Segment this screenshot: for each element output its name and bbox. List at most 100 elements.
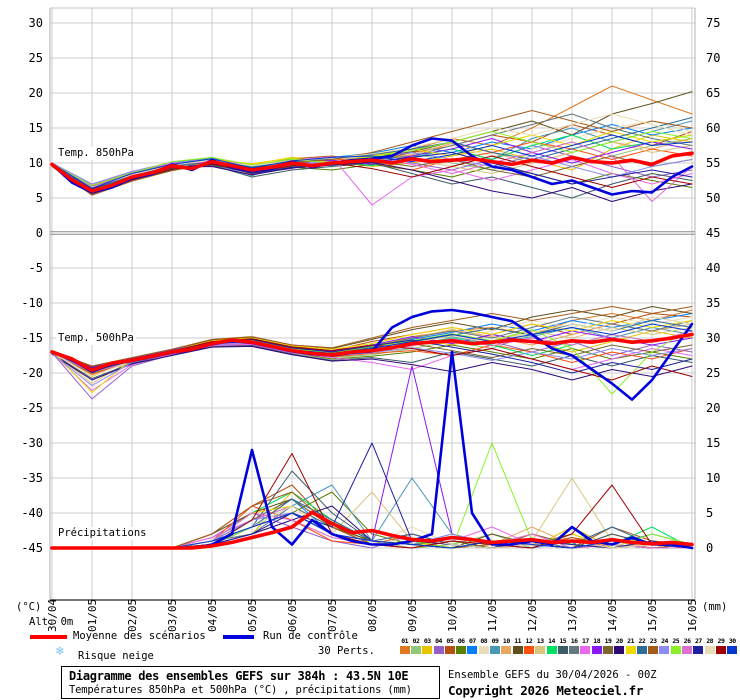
ensemble-mean-line [50,332,694,373]
ensemble-mean-line [50,510,694,550]
chart-info-box: Diagramme des ensembles GEFS sur 384h : … [61,666,440,699]
pert-color-swatch [648,646,659,654]
pert-number: 18 [593,637,601,645]
svg-text:13/05: 13/05 [566,599,579,632]
svg-text:12/05: 12/05 [526,599,539,632]
pert-color-swatch [614,646,625,654]
svg-text:65: 65 [706,86,720,100]
pert-legend-cell: 21 [625,637,636,654]
altitude-label: Alt. 0m [29,616,74,628]
svg-text:70: 70 [706,51,720,65]
svg-text:01/05: 01/05 [86,599,99,632]
pert-number: 11 [514,637,522,645]
panel-label-precipitations: Précipitations [56,527,149,540]
pert-number: 26 [683,637,691,645]
member-line-25 [51,131,693,186]
member-line-23 [51,110,693,196]
svg-text:10: 10 [29,156,43,170]
svg-text:55: 55 [706,156,720,170]
pert-color-swatch [410,646,421,654]
pert-legend-cell: 12 [523,637,534,654]
pert-number: 22 [638,637,646,645]
pert-color-swatch [456,646,467,654]
pert-color-swatch [715,646,726,654]
svg-text:04/05: 04/05 [206,599,219,632]
pert-legend-cell: 04 [433,637,444,654]
pert-color-swatch [512,646,523,654]
pert-color-swatch [625,646,636,654]
svg-text:05/05: 05/05 [246,599,259,632]
member-line-20 [51,345,693,381]
ensemble-mean-line [50,151,694,193]
pert-color-swatch [444,646,455,654]
pert-number: 06 [457,637,465,645]
pert-legend-cell: 14 [546,637,557,654]
member-line-23 [51,306,693,367]
member-line-30 [51,134,693,189]
svg-text:5: 5 [706,506,713,520]
pert-legend-cell: 09 [489,637,501,654]
svg-text:50: 50 [706,191,720,205]
svg-text:30/04: 30/04 [46,599,59,632]
pert-number: 09 [491,637,499,645]
svg-text:03/05: 03/05 [166,599,179,632]
pert-number: 19 [604,637,612,645]
member-line-28 [51,113,693,188]
pert-number: 24 [661,637,668,645]
perturbations-count-label: 30 Perts. [318,645,375,657]
svg-text:11/05: 11/05 [486,599,499,632]
svg-text:25: 25 [29,51,43,65]
pert-color-swatch [478,646,489,654]
pert-color-swatch [433,646,444,654]
pert-number: 15 [559,637,567,645]
pert-legend-cell: 16 [568,637,580,654]
snowflake-icon: ❄ [56,644,64,659]
svg-text:40: 40 [706,261,720,275]
pert-number: 01 [401,637,409,645]
pert-legend-cell: 25 [670,637,681,654]
pert-legend-cell: 23 [648,637,659,654]
pert-number: 30 [728,637,736,645]
pert-number: 27 [694,637,702,645]
svg-text:-20: -20 [21,366,43,380]
panel-label-850hpa: Temp. 850hPa [56,147,136,160]
svg-text:15: 15 [29,121,43,135]
pert-color-swatch [682,646,693,654]
panel-label-500hpa: Temp. 500hPa [56,332,136,345]
member-line-29 [51,155,693,193]
svg-text:20: 20 [706,401,720,415]
pert-number: 04 [435,637,442,645]
pert-color-swatch [501,646,512,654]
svg-text:-25: -25 [21,401,43,415]
pert-legend-cell: 01 [399,637,410,654]
svg-text:-15: -15 [21,331,43,345]
svg-text:45: 45 [706,226,720,240]
svg-text:75: 75 [706,16,720,30]
pert-number: 23 [649,637,657,645]
svg-text:0: 0 [36,226,43,240]
pert-legend-cell: 24 [659,637,670,654]
svg-text:-30: -30 [21,436,43,450]
pert-number: 28 [706,637,714,645]
control-legend-swatch [223,635,254,639]
pert-color-swatch [535,646,546,654]
pert-legend-cell: 02 [410,637,421,654]
right-axis-unit-label: (mm) [702,601,728,613]
pert-number: 03 [423,637,431,645]
svg-text:10/05: 10/05 [446,599,459,632]
pert-color-swatch [580,646,591,654]
copyright-label: Copyright 2026 Meteociel.fr [448,683,644,698]
pert-number: 08 [480,637,488,645]
pert-legend-cell: 19 [602,637,613,654]
svg-text:20: 20 [29,86,43,100]
chart-title: Diagramme des ensembles GEFS sur 384h : … [69,669,409,683]
pert-number: 05 [446,637,454,645]
svg-text:06/05: 06/05 [286,599,299,632]
pert-legend-cell: 06 [455,637,467,654]
pert-legend-cell: 27 [693,637,704,654]
svg-text:16/05: 16/05 [686,599,699,632]
pert-number: 02 [412,637,420,645]
svg-text:08/05: 08/05 [366,599,379,632]
